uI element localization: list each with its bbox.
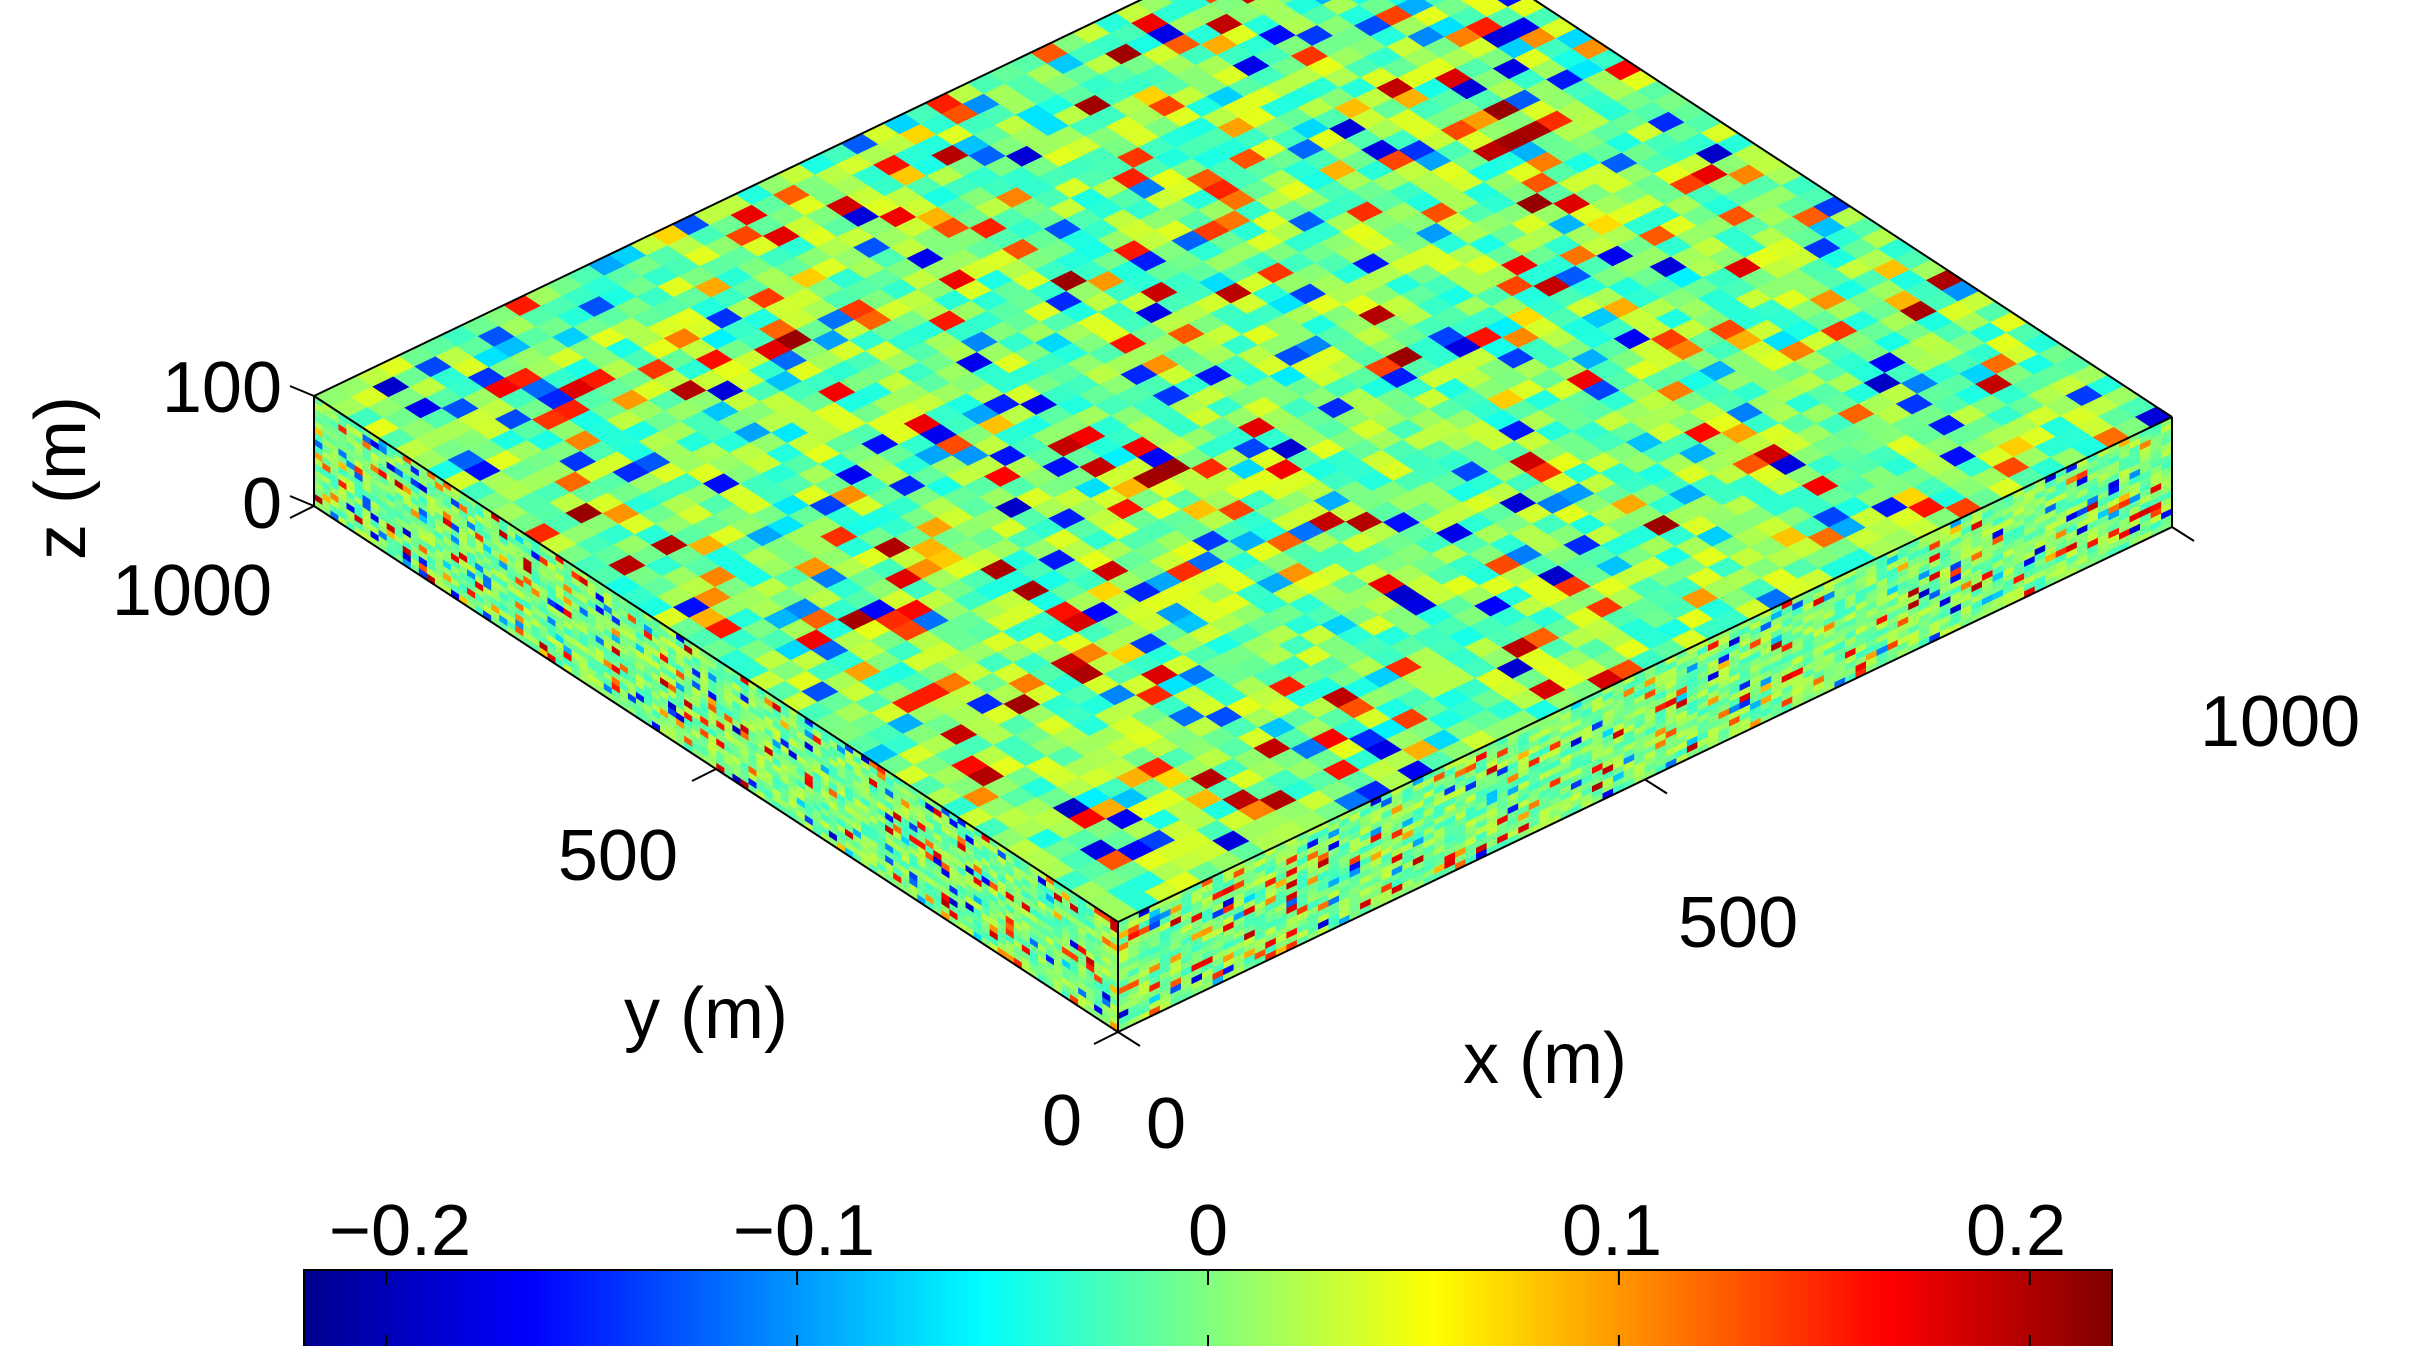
top-face-heatmap	[313, 0, 2173, 923]
side-face-y	[313, 395, 1119, 1033]
side-face-x	[1117, 416, 2173, 1033]
block-3d	[313, 0, 2173, 1033]
